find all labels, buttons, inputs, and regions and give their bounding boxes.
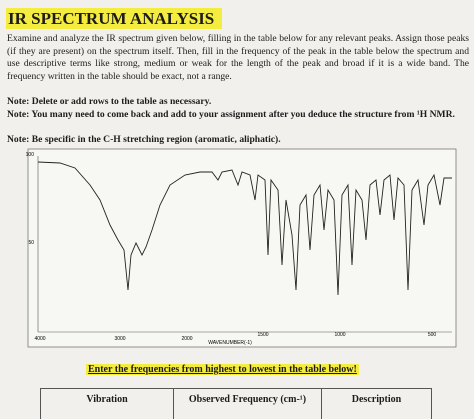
header-row: Vibration Observed Frequency (cm-¹) Desc… (40, 388, 432, 419)
header-cell: Description (321, 388, 432, 419)
header-cell: Observed Frequency (cm-¹) (173, 388, 322, 419)
table-instruction: Enter the frequencies from highest to lo… (86, 364, 359, 375)
x-label: 2000 (181, 336, 192, 342)
y-label: 100 (26, 152, 35, 158)
note: Note: Be specific in the C-H stretching … (7, 134, 281, 145)
y-label: 50 (28, 240, 34, 246)
x-label: 500 (428, 332, 437, 338)
spectrum-frame (27, 148, 457, 348)
title: IR SPECTRUM ANALYSIS (6, 8, 223, 29)
instructions: Examine and analyze the IR spectrum give… (7, 33, 469, 82)
header-cell: Vibration (40, 388, 174, 419)
x-axis-label: WAVENUMBER(-1) (208, 340, 252, 346)
note: Note: Delete or add rows to the table as… (7, 96, 212, 107)
x-label: 1000 (334, 332, 345, 338)
note: Note: You many need to come back and add… (7, 109, 455, 120)
x-label: 1500 (257, 332, 268, 338)
spectrum-trace (37, 161, 452, 296)
frequency-table: Vibration Observed Frequency (cm-¹) Desc… (40, 388, 432, 419)
x-label: 4000 (34, 336, 45, 342)
x-label: 3000 (114, 336, 125, 342)
